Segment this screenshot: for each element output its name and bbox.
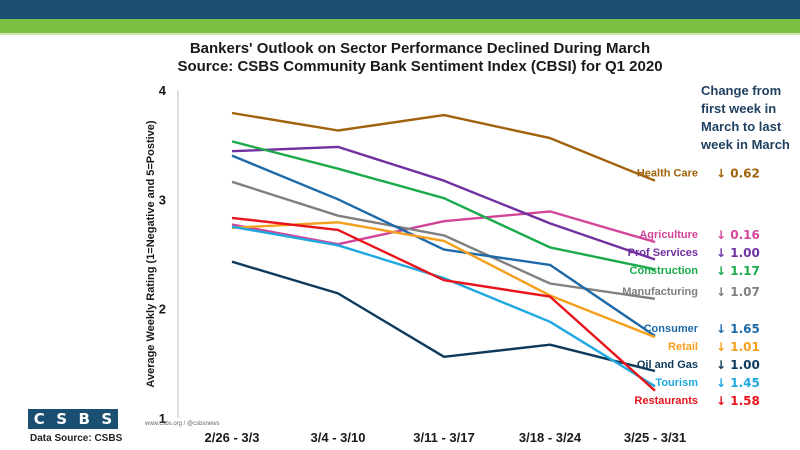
logo-letter: C: [33, 410, 45, 428]
logo-letter: B: [78, 410, 90, 428]
series-change-value: ↓ 1.00: [716, 358, 760, 372]
change-heading: Change from first week in March to last …: [701, 83, 790, 152]
x-tick-label: 3/11 - 3/17: [413, 430, 474, 445]
series-change-value: ↓ 1.65: [716, 322, 760, 336]
series-change-value: ↓ 1.17: [716, 264, 760, 278]
series-change-value: ↓ 0.62: [716, 167, 760, 181]
y-tick-label: 2: [159, 302, 166, 317]
y-tick-label: 3: [159, 192, 166, 207]
series-label: Prof Services: [628, 247, 698, 259]
chart-title: Bankers' Outlook on Sector Performance D…: [189, 40, 651, 57]
series-line: [231, 154, 656, 337]
series-label: Retail: [668, 341, 698, 353]
series-label: Manufacturing: [622, 286, 698, 298]
accent-band: [0, 19, 800, 33]
x-tick-label: 3/4 - 3/10: [311, 430, 366, 445]
series-label: Consumer: [644, 323, 699, 335]
x-tick-label: 2/26 - 3/3: [205, 430, 260, 445]
chart-title-block: Bankers' Outlook on Sector Performance D…: [120, 40, 720, 76]
series-label: Tourism: [655, 377, 698, 389]
chart-subtitle: Source: CSBS Community Bank Sentiment In…: [177, 58, 663, 75]
x-tick-label: 3/25 - 3/31: [624, 430, 686, 445]
series-change-value: ↓ 0.16: [716, 228, 760, 242]
divider: [0, 33, 800, 35]
series-line: [231, 111, 656, 182]
series-label: Construction: [630, 265, 699, 277]
series-label: Agriculture: [639, 229, 698, 241]
series-change-value: ↓ 1.58: [716, 394, 760, 408]
series-change-value: ↓ 1.01: [716, 340, 760, 354]
series-label: Restaurants: [634, 395, 698, 407]
y-tick-label: 1: [159, 411, 166, 426]
series-label: Health Care: [637, 168, 698, 180]
header-band: [0, 0, 800, 19]
series-line: [231, 216, 656, 392]
logo-letter: S: [101, 410, 113, 428]
website-text: www.csbs.org / @csbsnews: [145, 421, 220, 427]
series-change-value: ↓ 1.45: [716, 376, 760, 390]
y-tick-label: 4: [159, 83, 167, 98]
logo-letter: S: [56, 410, 68, 428]
y-axis-label: Average Weekly Rating (1=Negative and 5=…: [145, 120, 157, 388]
series-change-value: ↓ 1.07: [716, 285, 760, 299]
x-tick-label: 3/18 - 3/24: [519, 430, 582, 445]
series-change-value: ↓ 1.00: [716, 246, 760, 260]
series-line: [231, 210, 656, 246]
series-line: [231, 145, 656, 261]
series-line: [231, 225, 656, 388]
series-line: [231, 221, 656, 339]
data-source: Data Source: CSBS: [30, 433, 123, 444]
series-label: Oil and Gas: [637, 359, 698, 371]
csbs-logo: C S B S: [28, 409, 118, 429]
series-line: [231, 140, 656, 271]
series-line: [231, 260, 656, 373]
